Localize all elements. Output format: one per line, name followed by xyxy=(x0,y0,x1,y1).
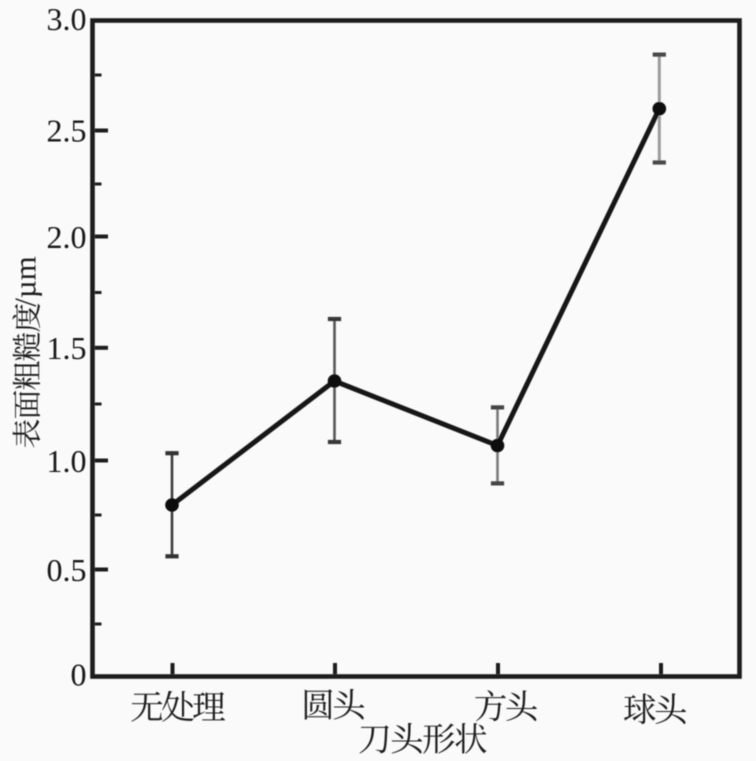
svg-text:3.0: 3.0 xyxy=(47,1,87,37)
svg-text:1.0: 1.0 xyxy=(47,443,87,479)
svg-text:0: 0 xyxy=(71,657,87,693)
svg-text:/µm: /µm xyxy=(8,256,43,307)
svg-text:2.5: 2.5 xyxy=(47,113,87,149)
svg-text:2.0: 2.0 xyxy=(47,219,87,255)
svg-text:1.5: 1.5 xyxy=(47,330,87,366)
svg-text:0.5: 0.5 xyxy=(47,552,87,588)
